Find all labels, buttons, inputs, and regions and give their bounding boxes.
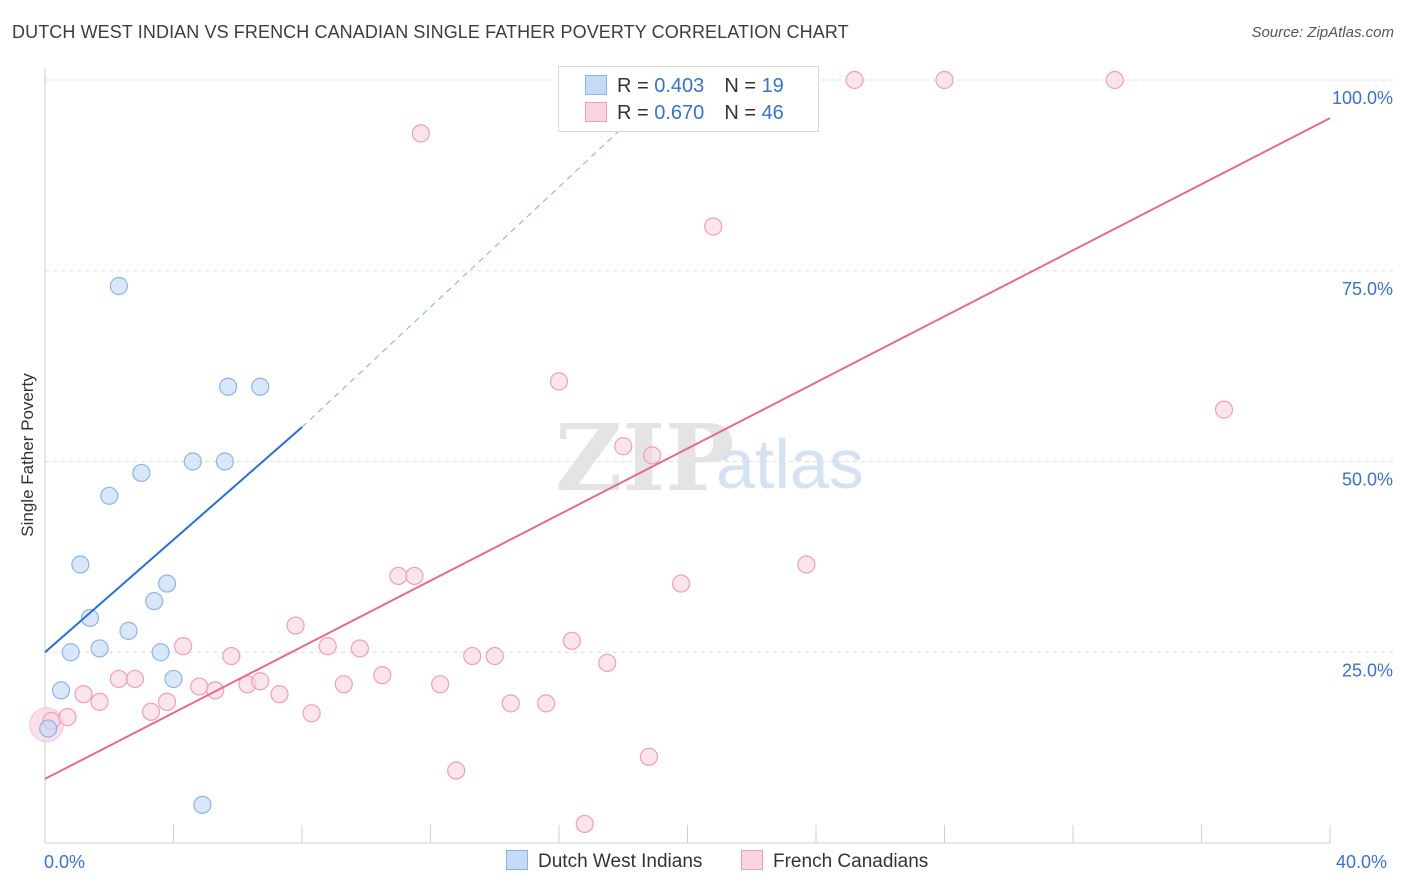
legend-swatch-blue bbox=[585, 75, 607, 95]
data-point bbox=[183, 452, 202, 471]
data-point bbox=[389, 566, 408, 586]
data-point bbox=[215, 452, 234, 471]
source-label: Source: ZipAtlas.com bbox=[1251, 24, 1394, 41]
data-point bbox=[431, 675, 450, 694]
y-tick-label: 50.0% bbox=[1342, 470, 1393, 490]
legend-item-french: French Canadians bbox=[741, 850, 928, 873]
data-point bbox=[132, 463, 151, 483]
data-point bbox=[463, 646, 482, 666]
data-point bbox=[51, 681, 71, 700]
x-tick-label-max: 40.0% bbox=[1336, 852, 1388, 872]
data-point bbox=[193, 795, 212, 814]
data-point bbox=[598, 653, 617, 673]
data-point bbox=[1105, 70, 1124, 90]
data-point bbox=[141, 702, 161, 721]
data-point bbox=[190, 677, 209, 696]
chart-title: DUTCH WEST INDIAN VS FRENCH CANADIAN SIN… bbox=[12, 22, 849, 42]
y-tick-labels: 25.0% 50.0% 75.0% 100.0% bbox=[1332, 88, 1393, 680]
data-point bbox=[935, 70, 954, 90]
y-tick-label: 25.0% bbox=[1342, 660, 1393, 680]
x-tick-label-min: 0.0% bbox=[44, 852, 86, 872]
data-point bbox=[174, 637, 193, 656]
data-point bbox=[302, 704, 321, 723]
data-point bbox=[90, 639, 109, 658]
data-point bbox=[109, 276, 128, 296]
data-point bbox=[549, 372, 569, 391]
watermark: ZIP atlas bbox=[555, 404, 864, 512]
legend-swatch-pink bbox=[741, 850, 763, 870]
data-point bbox=[575, 814, 594, 834]
data-point bbox=[643, 446, 662, 465]
data-point bbox=[80, 608, 100, 628]
y-tick-label: 75.0% bbox=[1342, 279, 1393, 299]
data-point bbox=[405, 566, 424, 586]
data-point bbox=[71, 555, 90, 574]
legend-row-french: R = 0.670 N = 46 bbox=[585, 102, 784, 128]
y-tick-label: 100.0% bbox=[1332, 88, 1393, 108]
y-axis-label: Single Father Poverty bbox=[18, 373, 37, 537]
data-point bbox=[501, 694, 520, 713]
data-point bbox=[614, 437, 633, 456]
legend-item-dutch: Dutch West Indians bbox=[506, 850, 702, 873]
data-point bbox=[373, 666, 392, 685]
series-legend: Dutch West Indians French Canadians bbox=[0, 850, 1406, 878]
data-point bbox=[58, 708, 77, 727]
data-point bbox=[845, 70, 864, 90]
grid-lines bbox=[45, 79, 1395, 653]
data-point bbox=[145, 592, 164, 611]
data-point bbox=[251, 377, 270, 396]
data-point bbox=[671, 574, 691, 593]
data-point bbox=[270, 685, 289, 704]
data-point bbox=[334, 675, 353, 694]
data-point bbox=[109, 669, 128, 689]
data-point bbox=[447, 761, 466, 780]
trend-line-dutch bbox=[44, 426, 303, 654]
data-point bbox=[411, 124, 430, 143]
watermark-atlas: atlas bbox=[716, 425, 864, 503]
data-point bbox=[90, 692, 109, 711]
data-point bbox=[251, 672, 270, 691]
data-point bbox=[151, 643, 170, 662]
data-point bbox=[562, 631, 581, 650]
data-point bbox=[537, 694, 556, 713]
data-point bbox=[219, 377, 238, 396]
data-point bbox=[222, 646, 241, 666]
data-point bbox=[286, 616, 305, 635]
data-point bbox=[157, 574, 177, 593]
trend-line-french bbox=[44, 117, 1331, 780]
data-point bbox=[74, 685, 93, 704]
data-point bbox=[164, 669, 183, 689]
data-point bbox=[1214, 400, 1234, 419]
legend-row-dutch: R = 0.403 N = 19 bbox=[585, 75, 784, 101]
legend-swatch-blue bbox=[506, 850, 528, 870]
trend-line-dutch-extension bbox=[301, 102, 650, 428]
data-point bbox=[639, 747, 659, 766]
legend-swatch-pink bbox=[585, 102, 607, 122]
data-point bbox=[797, 555, 816, 574]
data-point bbox=[318, 637, 337, 656]
data-point bbox=[39, 719, 58, 738]
data-point bbox=[100, 486, 119, 505]
data-point bbox=[157, 692, 177, 711]
data-point bbox=[61, 643, 80, 662]
data-point bbox=[119, 621, 138, 640]
data-point bbox=[485, 646, 504, 666]
data-point bbox=[350, 639, 369, 658]
series-dutch-west-indians bbox=[39, 276, 270, 814]
data-point bbox=[704, 217, 723, 236]
data-point bbox=[125, 669, 145, 689]
correlation-legend: R = 0.403 N = 19 R = 0.670 N = 46 bbox=[558, 66, 819, 132]
trend-lines bbox=[44, 102, 1331, 780]
